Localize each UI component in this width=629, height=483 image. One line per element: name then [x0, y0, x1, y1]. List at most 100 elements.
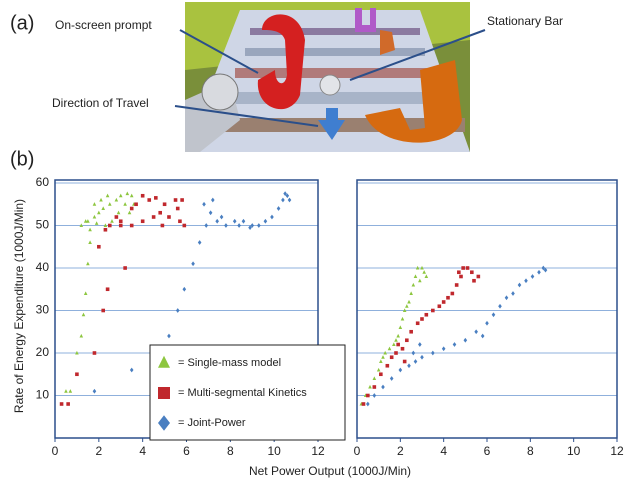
point	[392, 342, 396, 346]
point	[459, 275, 463, 279]
point	[422, 270, 426, 274]
point	[418, 279, 422, 283]
point	[362, 402, 366, 406]
y-tick-label: 60	[36, 175, 50, 189]
point	[409, 291, 413, 295]
point	[412, 283, 416, 287]
point	[101, 206, 105, 210]
legend-label: = Multi-segmental Kinetics	[178, 387, 307, 399]
point	[115, 215, 119, 219]
point	[373, 385, 377, 389]
point	[176, 308, 180, 313]
point	[474, 329, 478, 334]
y-tick-label: 30	[36, 303, 50, 317]
point	[130, 224, 134, 228]
point	[464, 338, 468, 343]
point	[178, 219, 182, 223]
point	[485, 321, 489, 326]
point	[209, 210, 213, 215]
point	[180, 198, 184, 202]
point	[379, 359, 383, 363]
point	[224, 223, 228, 228]
point	[366, 394, 370, 398]
point	[451, 292, 455, 296]
point	[134, 202, 138, 206]
point	[101, 309, 105, 313]
point	[128, 211, 132, 215]
point	[161, 224, 165, 228]
point	[466, 266, 470, 270]
point	[84, 219, 88, 223]
point	[141, 219, 145, 223]
point	[399, 368, 403, 373]
point	[414, 274, 418, 278]
point	[537, 270, 541, 275]
x-tick-label: 0	[52, 444, 59, 458]
point	[420, 317, 424, 321]
point	[403, 360, 407, 364]
point	[407, 300, 411, 304]
point	[505, 295, 509, 300]
point	[123, 266, 127, 270]
point	[191, 261, 195, 266]
point	[198, 240, 202, 245]
point	[492, 312, 496, 317]
point	[524, 278, 528, 283]
plot-frame	[357, 180, 617, 438]
point	[396, 334, 400, 338]
point	[377, 368, 381, 372]
point	[110, 219, 114, 223]
point	[154, 196, 158, 200]
point	[277, 206, 281, 211]
point	[93, 202, 97, 206]
point	[60, 402, 64, 406]
point	[119, 194, 123, 198]
point	[412, 351, 416, 356]
point	[270, 215, 274, 220]
point	[86, 262, 90, 266]
point	[416, 321, 420, 325]
x-tick-label: 12	[311, 444, 325, 458]
point	[455, 283, 459, 287]
x-tick-label: 8	[527, 444, 534, 458]
point	[457, 270, 461, 274]
x-tick-label: 4	[440, 444, 447, 458]
x-tick-label: 10	[567, 444, 581, 458]
point	[163, 202, 167, 206]
legend-label: = Single-mass model	[178, 357, 281, 369]
point	[257, 223, 261, 228]
figure: (a) On-screen prompt Stationary Bar Dire…	[0, 0, 629, 483]
point	[442, 346, 446, 351]
point	[117, 211, 121, 215]
point	[399, 325, 403, 329]
point	[366, 402, 370, 407]
x-axis-title: Net Power Output (1000J/Min)	[249, 464, 411, 478]
point	[108, 202, 112, 206]
point	[93, 389, 97, 394]
x-tick-label: 2	[95, 444, 102, 458]
point	[141, 194, 145, 198]
point	[126, 191, 130, 195]
point	[405, 338, 409, 342]
point	[438, 304, 442, 308]
annotation: Stationary Bar	[487, 14, 563, 28]
point	[64, 389, 68, 393]
point	[288, 198, 292, 203]
point	[93, 215, 97, 219]
point	[381, 385, 385, 390]
y-tick-label: 40	[36, 260, 50, 274]
point	[66, 402, 70, 406]
y-tick-label: 20	[36, 345, 50, 359]
x-tick-label: 10	[267, 444, 281, 458]
point	[104, 228, 108, 232]
point	[264, 219, 268, 224]
point	[531, 274, 535, 279]
x-tick-label: 8	[227, 444, 234, 458]
point	[237, 223, 241, 228]
x-tick-label: 4	[139, 444, 146, 458]
point	[390, 355, 394, 359]
point	[431, 351, 435, 356]
point	[93, 351, 97, 355]
point	[425, 274, 429, 278]
point	[123, 202, 127, 206]
